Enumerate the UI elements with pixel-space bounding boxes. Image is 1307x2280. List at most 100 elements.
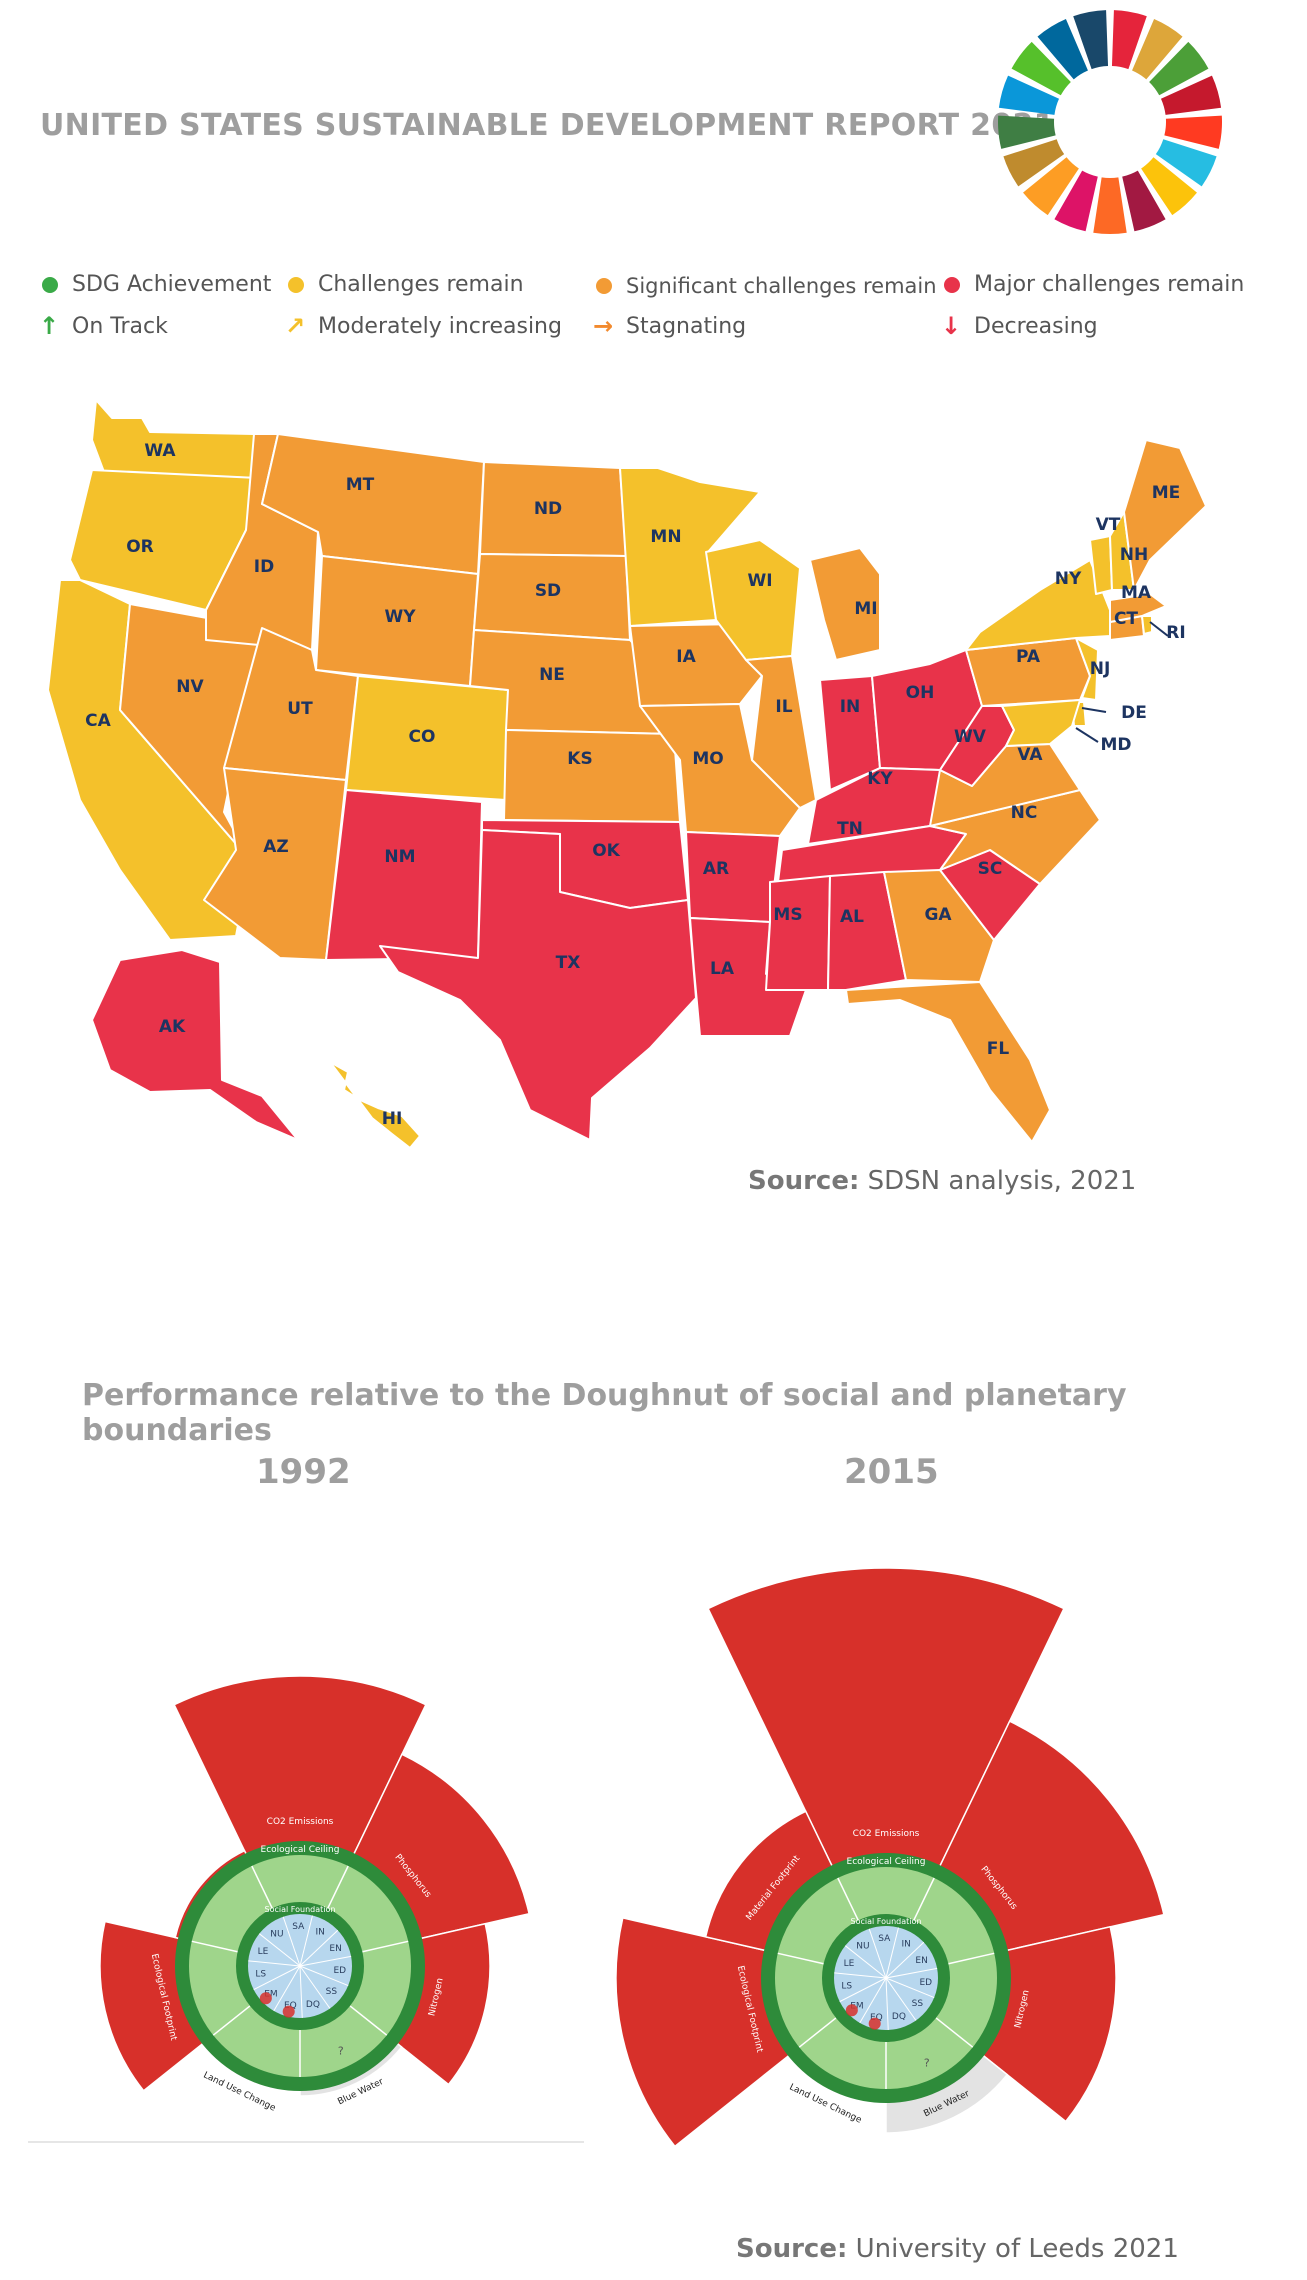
state-label-de: DE [1121,703,1147,723]
band-divider [362,1940,409,1953]
state-ak [91,949,299,1141]
band-divider [212,2005,251,2036]
state-leader-line [1081,707,1107,713]
state-label-il: IL [775,697,792,717]
arrow-down-icon: ↓ [940,312,962,340]
band-divider [191,1940,238,1953]
sdg-wheel-segment [1037,19,1088,80]
sdg-wheel-segment [1111,10,1147,70]
ecological-ceiling-label: Ecological Ceiling [847,1857,926,1867]
state-mi [809,547,881,661]
core-label-en: EN [915,1956,927,1966]
core-label-in: IN [315,1927,324,1937]
sdg-wheel-segment [1160,75,1222,115]
state-al [827,871,907,991]
red-dot-icon [944,276,960,293]
unknown-mark: ? [924,2057,930,2070]
band-divider [913,1877,935,1921]
shortfall-marker [282,2005,295,2018]
sdg-wheel-segment [998,115,1056,149]
legend-label: Major challenges remain [974,272,1245,297]
ecological-ceiling-ring [761,1853,1011,2103]
state-label-ca: CA [85,711,111,731]
source-text: SDSN analysis, 2021 [867,1166,1137,1196]
state-label-ar: AR [703,859,729,879]
legend-item-achievement: SDG Achievement [42,272,271,297]
band-divider [349,2005,388,2036]
state-leader-line [1149,621,1169,637]
state-label-sd: SD [535,581,561,601]
state-il [745,655,817,809]
state-label-ks: KS [567,749,592,769]
core-spoke [859,1977,887,2024]
core-label-ed: ED [333,1966,346,1976]
arrow-diagonal-icon: ↗ [284,312,306,340]
sdg-wheel-segment [1122,170,1166,232]
legend-item-challenges: Challenges remain [288,272,524,297]
core-spoke [868,1928,887,1979]
state-ga [883,869,995,983]
arrow-right-icon: → [592,312,614,340]
core-label-em: EM [850,2001,863,2011]
core-label-en: EN [329,1944,341,1954]
legend-trend-stagnating: → Stagnating [592,312,746,340]
state-label-nm: NM [384,847,415,867]
sdg-wheel-segment [1003,139,1065,187]
state-hi [329,1061,421,1149]
state-label-ga: GA [924,905,952,925]
band-divider [935,2017,974,2048]
state-label-wa: WA [144,441,176,461]
legend-trend-moderate: ↗ Moderately increasing [284,312,562,340]
legend-item-significant: Significant challenges remain [596,274,937,298]
legend-label: On Track [72,313,168,339]
ecological-ceiling-label: Ecological Ceiling [261,1845,340,1855]
shortfall-marker [868,2017,881,2030]
legend-label: Moderately increasing [318,313,562,339]
core-spoke [299,1915,313,1967]
sdg-wheel-segment [1132,19,1183,80]
social-foundation-label: Social Foundation [851,1917,922,1926]
state-tx [379,829,697,1141]
state-label-ny: NY [1055,569,1082,589]
core-label-in: IN [901,1939,910,1949]
state-me [1123,439,1207,591]
band-divider [948,1952,995,1965]
state-label-mn: MN [650,527,681,547]
legend-label: Significant challenges remain [626,274,937,298]
source-credit-doughnut: Source: University of Leeds 2021 [736,2234,1179,2264]
state-label-ia: IA [676,647,696,667]
core-label-eq: EQ [870,2013,883,2023]
core-spoke [282,1916,301,1967]
state-label-in: IN [840,697,861,717]
core-spoke [844,1945,887,1979]
sdg-wheel-segment [1155,139,1217,187]
social-foundation-label: Social Foundation [265,1905,336,1914]
state-label-fl: FL [987,1039,1010,1059]
core-label-em: EM [264,1989,277,1999]
core-label-eq: EQ [284,2001,297,2011]
core-label-nu: NU [270,1929,283,1939]
year-label-1992: 1992 [256,1452,351,1492]
sdg-wheel-segment [1073,10,1109,70]
year-label-2015: 2015 [844,1452,939,1492]
core-label-ls: LS [841,1981,852,1991]
core-spoke [885,1977,935,1999]
state-label-az: AZ [263,837,288,857]
sector-label: CO2 Emissions [853,1829,920,1839]
state-label-nd: ND [534,499,562,519]
report-title: UNITED STATES SUSTAINABLE DEVELOPMENT RE… [40,108,1055,143]
unknown-mark: ? [338,2045,344,2058]
state-label-nc: NC [1011,803,1038,823]
legend-label: Challenges remain [318,272,524,297]
state-az [203,767,347,961]
state-label-sc: SC [978,859,1003,879]
legend-trend-decreasing: ↓ Decreasing [940,312,1098,340]
state-label-co: CO [409,727,436,747]
state-ca [47,579,251,941]
state-label-mt: MT [346,475,375,495]
sdg-wheel-segment [1093,177,1127,234]
core-spoke [839,1977,887,2003]
state-label-nj: NJ [1090,659,1111,679]
state-label-vt: VT [1096,515,1121,535]
state-label-hi: HI [382,1109,403,1129]
